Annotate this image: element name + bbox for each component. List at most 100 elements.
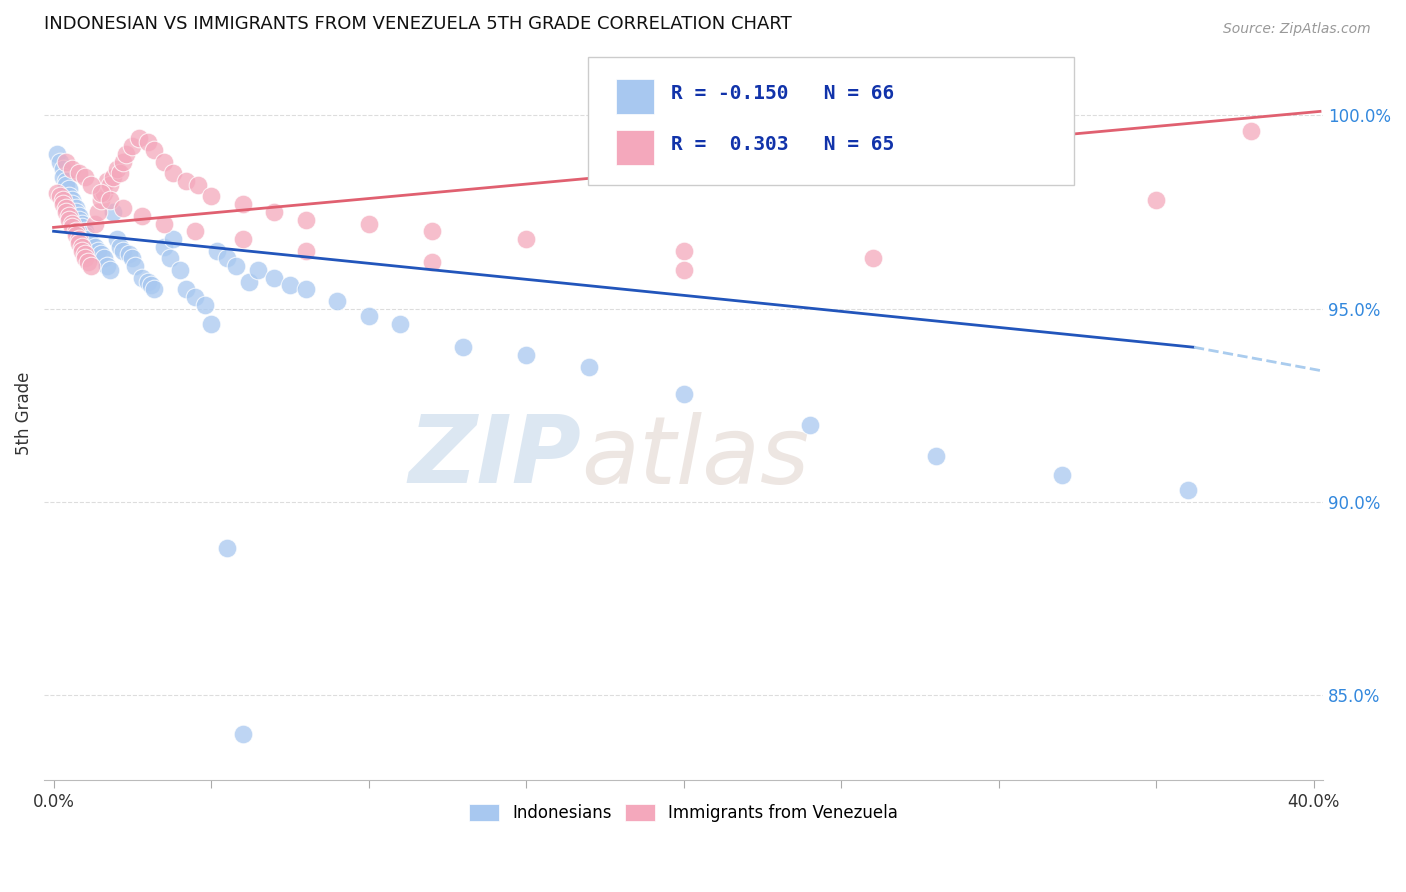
Point xyxy=(136,136,159,150)
Point xyxy=(184,290,207,304)
Point xyxy=(672,386,695,401)
Point xyxy=(174,282,197,296)
Point xyxy=(357,217,380,231)
Point xyxy=(263,205,285,219)
Text: R =  0.303   N = 65: R = 0.303 N = 65 xyxy=(671,136,894,154)
Point xyxy=(75,170,97,185)
Point xyxy=(225,259,247,273)
Text: Source: ZipAtlas.com: Source: ZipAtlas.com xyxy=(1223,22,1371,37)
Point xyxy=(70,220,93,235)
Point xyxy=(103,170,125,185)
Point xyxy=(451,340,474,354)
Point xyxy=(799,417,821,432)
Point xyxy=(128,131,150,145)
Point xyxy=(1050,467,1073,482)
Point xyxy=(70,244,93,258)
Point xyxy=(136,275,159,289)
Point xyxy=(169,263,191,277)
Point xyxy=(52,194,75,208)
Point xyxy=(58,189,80,203)
Point xyxy=(115,147,138,161)
Point xyxy=(108,166,131,180)
Point xyxy=(420,224,443,238)
FancyBboxPatch shape xyxy=(616,78,654,114)
Point xyxy=(55,174,77,188)
Point xyxy=(55,205,77,219)
Point xyxy=(238,275,260,289)
Point xyxy=(174,174,197,188)
Point xyxy=(49,189,72,203)
Point xyxy=(105,162,128,177)
Point xyxy=(55,201,77,215)
Point xyxy=(103,205,125,219)
Point xyxy=(200,317,222,331)
FancyBboxPatch shape xyxy=(616,130,654,165)
Point xyxy=(67,212,90,227)
FancyBboxPatch shape xyxy=(588,57,1074,186)
Point xyxy=(105,232,128,246)
Point xyxy=(121,139,143,153)
Point xyxy=(52,170,75,185)
Point xyxy=(62,162,84,177)
Text: ZIP: ZIP xyxy=(408,411,581,503)
Point xyxy=(67,235,90,250)
Point xyxy=(83,240,105,254)
Point xyxy=(45,186,67,200)
Point xyxy=(58,182,80,196)
Point xyxy=(263,270,285,285)
Point xyxy=(90,247,112,261)
Point xyxy=(141,278,163,293)
Point xyxy=(672,244,695,258)
Point xyxy=(67,166,90,180)
Point xyxy=(45,147,67,161)
Point xyxy=(111,244,134,258)
Point xyxy=(294,282,316,296)
Point xyxy=(187,178,209,192)
Point xyxy=(143,282,166,296)
Point xyxy=(67,232,90,246)
Point xyxy=(90,186,112,200)
Point xyxy=(80,178,103,192)
Point xyxy=(58,212,80,227)
Point xyxy=(111,201,134,215)
Legend: Indonesians, Immigrants from Venezuela: Indonesians, Immigrants from Venezuela xyxy=(464,799,903,827)
Point xyxy=(96,174,118,188)
Point xyxy=(55,154,77,169)
Point xyxy=(215,541,238,556)
Point xyxy=(93,252,115,266)
Point xyxy=(52,197,75,211)
Point xyxy=(578,359,600,374)
Point xyxy=(80,259,103,273)
Point xyxy=(62,220,84,235)
Point xyxy=(52,162,75,177)
Point xyxy=(232,197,254,211)
Point xyxy=(70,240,93,254)
Point xyxy=(96,259,118,273)
Point xyxy=(515,348,537,362)
Point xyxy=(131,270,153,285)
Point xyxy=(162,232,184,246)
Point xyxy=(65,224,87,238)
Point xyxy=(98,263,121,277)
Point xyxy=(1144,194,1167,208)
Point xyxy=(143,143,166,157)
Point xyxy=(194,298,217,312)
Point xyxy=(77,255,100,269)
Point xyxy=(77,232,100,246)
Point xyxy=(75,247,97,261)
Point xyxy=(862,252,884,266)
Point xyxy=(118,247,141,261)
Point xyxy=(75,224,97,238)
Point xyxy=(153,154,176,169)
Point xyxy=(80,235,103,250)
Point xyxy=(294,244,316,258)
Text: R = -0.150   N = 66: R = -0.150 N = 66 xyxy=(671,84,894,103)
Text: atlas: atlas xyxy=(581,411,810,502)
Point xyxy=(124,259,146,273)
Point xyxy=(62,217,84,231)
Point xyxy=(65,201,87,215)
Point xyxy=(55,178,77,192)
Point xyxy=(1177,483,1199,498)
Point xyxy=(357,310,380,324)
Point xyxy=(153,217,176,231)
